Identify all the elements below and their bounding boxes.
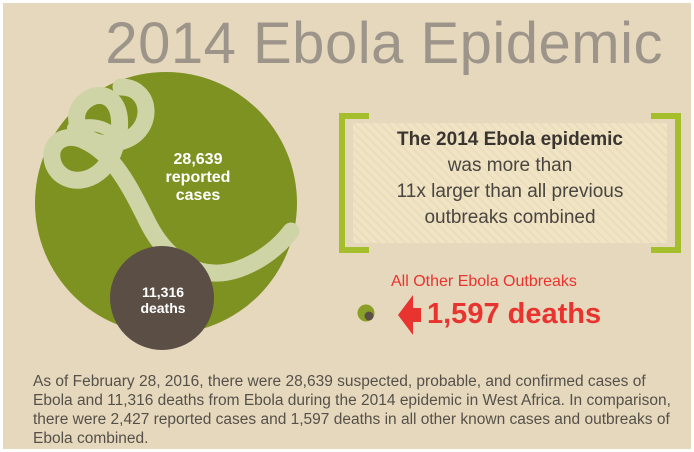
- deaths-value: 11,316: [141, 284, 185, 300]
- cases-label-line1: reported: [165, 169, 231, 186]
- callout-box: [353, 123, 667, 243]
- deaths-label-text: deaths: [140, 300, 186, 316]
- callout-line-1: The 2014 Ebola epidemic: [397, 129, 623, 150]
- other-outbreaks-deaths: 1,597 deaths: [427, 298, 602, 330]
- comparison-visual: [35, 72, 421, 350]
- callout-line-3: 11x larger than all previous: [396, 181, 624, 202]
- cases-value: 28,639: [173, 151, 223, 168]
- comparison-callout: The 2014 Ebola epidemic was more than 11…: [339, 113, 681, 253]
- infographic-panel: 2014 Ebola Epidemic 28,639 reported case…: [3, 3, 691, 449]
- page-title: 2014 Ebola Epidemic: [105, 11, 663, 76]
- deaths-label: 11,316 deaths: [118, 284, 208, 316]
- left-bracket: [339, 113, 369, 253]
- cases-label: 28,639 reported cases: [143, 151, 253, 205]
- footer-description: As of February 28, 2016, there were 28,6…: [33, 373, 671, 447]
- callout-line-2: was more than: [447, 155, 573, 176]
- other-outbreaks-label: All Other Ebola Outbreaks: [391, 273, 577, 290]
- right-bracket: [651, 113, 681, 253]
- deaths-circle: [110, 246, 214, 350]
- other-deaths-circle: [364, 311, 374, 321]
- callout-text: The 2014 Ebola epidemic was more than 11…: [353, 127, 667, 231]
- red-arrow-icon: [398, 295, 421, 335]
- callout-line-4: outbreaks combined: [424, 207, 596, 228]
- cases-label-line2: cases: [175, 187, 221, 204]
